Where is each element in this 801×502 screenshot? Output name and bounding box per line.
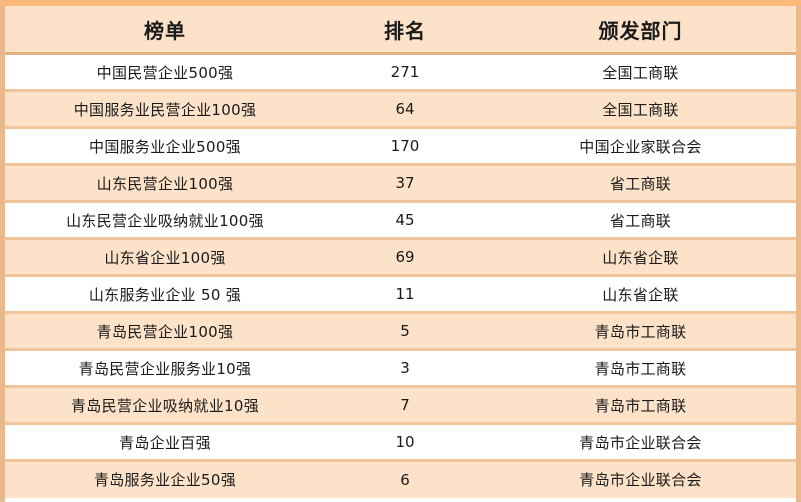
cell-issuing-department: 青岛市工商联: [485, 386, 796, 425]
table-row: 青岛民营企业服务业10强 3 青岛市工商联: [5, 349, 796, 388]
cell-issuing-department: 青岛市企业联合会: [485, 460, 796, 498]
cell-rank-value: 6: [325, 460, 485, 498]
table-row: 山东省企业100强 69 山东省企联: [5, 238, 796, 277]
cell-issuing-department: 青岛市工商联: [485, 312, 796, 351]
cell-issuing-department: 山东省企联: [485, 238, 796, 277]
cell-issuing-department: 全国工商联: [485, 90, 796, 129]
table-left-border: [0, 6, 5, 502]
table-body: 中国民营企业500强 271 全国工商联 中国服务业民营企业100强 64 全国工商联 中国…: [5, 53, 796, 498]
column-header-list: 榜单: [5, 6, 325, 55]
cell-issuing-department: 山东省企联: [485, 275, 796, 314]
cell-rank-value: 7: [325, 386, 485, 425]
cell-list-name: 青岛民营企业吸纳就业10强: [5, 386, 325, 425]
cell-rank-value: 64: [325, 90, 485, 129]
cell-issuing-department: 全国工商联: [485, 53, 796, 92]
table-row: 中国民营企业500强 271 全国工商联: [5, 53, 796, 92]
cell-list-name: 中国服务业企业500强: [5, 127, 325, 166]
table-header: 榜单 排名 颁发部门: [5, 6, 796, 55]
cell-rank-value: 45: [325, 201, 485, 240]
cell-list-name: 山东服务业企业 50 强: [5, 275, 325, 314]
cell-rank-value: 69: [325, 238, 485, 277]
cell-list-name: 中国民营企业500强: [5, 53, 325, 92]
table-right-border: [796, 6, 801, 502]
cell-issuing-department: 省工商联: [485, 201, 796, 240]
cell-rank-value: 5: [325, 312, 485, 351]
table-row: 青岛民营企业100强 5 青岛市工商联: [5, 312, 796, 351]
table-row: 中国服务业民营企业100强 64 全国工商联: [5, 90, 796, 129]
cell-list-name: 中国服务业民营企业100强: [5, 90, 325, 129]
ranking-table: 榜单 排名 颁发部门 中国民营企业500强 271 全国工商联 中国服务业民营企业10…: [5, 6, 796, 498]
table-row: 山东民营企业吸纳就业100强 45 省工商联: [5, 201, 796, 240]
cell-rank-value: 37: [325, 164, 485, 203]
cell-rank-value: 11: [325, 275, 485, 314]
table-row: 中国服务业企业500强 170 中国企业家联合会: [5, 127, 796, 166]
cell-list-name: 山东民营企业100强: [5, 164, 325, 203]
cell-rank-value: 170: [325, 127, 485, 166]
table-row: 青岛服务业企业50强 6 青岛市企业联合会: [5, 460, 796, 498]
table-top-accent-bar: [0, 0, 801, 6]
cell-list-name: 青岛企业百强: [5, 423, 325, 462]
table-header-row: 榜单 排名 颁发部门: [5, 6, 796, 55]
cell-list-name: 山东省企业100强: [5, 238, 325, 277]
column-header-dept: 颁发部门: [485, 6, 796, 55]
cell-rank-value: 271: [325, 53, 485, 92]
cell-issuing-department: 青岛市工商联: [485, 349, 796, 388]
table-row: 青岛民营企业吸纳就业10强 7 青岛市工商联: [5, 386, 796, 425]
cell-issuing-department: 中国企业家联合会: [485, 127, 796, 166]
column-header-rank: 排名: [325, 6, 485, 55]
table-row: 青岛企业百强 10 青岛市企业联合会: [5, 423, 796, 462]
cell-list-name: 山东民营企业吸纳就业100强: [5, 201, 325, 240]
cell-list-name: 青岛民营企业100强: [5, 312, 325, 351]
cell-rank-value: 3: [325, 349, 485, 388]
cell-rank-value: 10: [325, 423, 485, 462]
cell-list-name: 青岛民营企业服务业10强: [5, 349, 325, 388]
table-row: 山东服务业企业 50 强 11 山东省企联: [5, 275, 796, 314]
cell-issuing-department: 青岛市企业联合会: [485, 423, 796, 462]
table-row: 山东民营企业100强 37 省工商联: [5, 164, 796, 203]
cell-issuing-department: 省工商联: [485, 164, 796, 203]
cell-list-name: 青岛服务业企业50强: [5, 460, 325, 498]
